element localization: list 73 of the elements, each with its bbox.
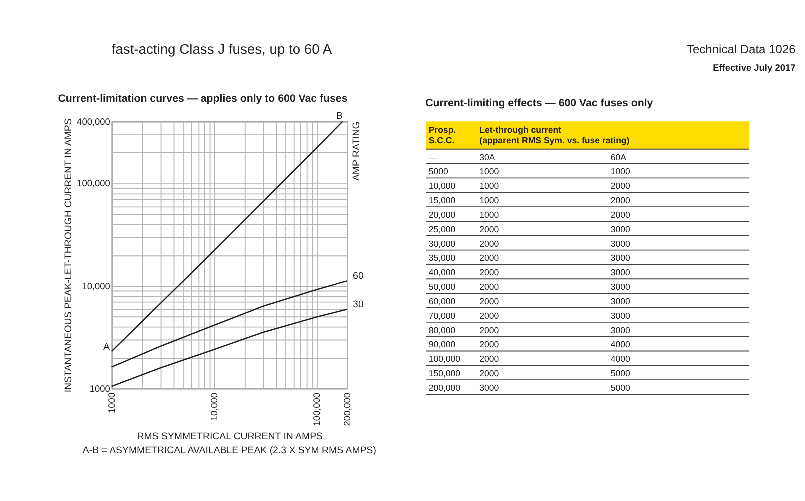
text: Technical Data 1026 bbox=[687, 42, 796, 56]
data-label: 3000 bbox=[480, 382, 500, 393]
data-label: 2000 bbox=[480, 238, 500, 249]
y-tick-label: 15,000 bbox=[428, 196, 456, 206]
y-tick-label: 5000 bbox=[428, 166, 448, 177]
data-label: 3000 bbox=[610, 325, 631, 336]
y-tick-label: 70,000 bbox=[428, 310, 456, 321]
y-tick-label: 25,000 bbox=[428, 224, 456, 234]
data-label: 1000 bbox=[480, 210, 500, 220]
y-tick-label: 150,000 bbox=[428, 368, 461, 379]
y-tick-label: 200,000 bbox=[428, 382, 461, 393]
annotation: A bbox=[104, 342, 111, 353]
y-tick-label: 90,000 bbox=[428, 340, 456, 350]
x-tick-label: 200,000 bbox=[342, 392, 353, 426]
data-label: 2000 bbox=[480, 296, 500, 306]
data-label: 4000 bbox=[610, 340, 631, 350]
x-tick-label: 10,000 bbox=[209, 392, 220, 422]
x-axis-title: Let-through current (apparent RMS Sym. vs. fuse rating) bbox=[480, 124, 630, 146]
data-label: 2000 bbox=[480, 325, 500, 336]
series-label: 30 bbox=[353, 300, 364, 311]
data-label: 3000 bbox=[610, 268, 631, 278]
chart-title: Current-limitation curves — applies only to 600 Vac fuses bbox=[58, 92, 348, 105]
data-label: 5000 bbox=[610, 382, 631, 393]
data-label: 3000 bbox=[610, 282, 631, 292]
y-tick-label: 1000 bbox=[90, 384, 110, 394]
data-label: 4000 bbox=[610, 354, 631, 364]
data-label: 2000 bbox=[610, 196, 631, 206]
y-tick-label: 40,000 bbox=[428, 268, 456, 278]
y-tick-label: 50,000 bbox=[428, 282, 456, 292]
data-label: 5000 bbox=[610, 368, 631, 379]
data-label: 3000 bbox=[610, 310, 631, 321]
data-label: 2000 bbox=[480, 310, 500, 321]
data-label: 2000 bbox=[480, 224, 500, 234]
data-label: 2000 bbox=[480, 368, 500, 379]
text: A-B = ASYMMETRICAL AVAILABLE PEAK (2.3 X SYM RMS AMPS) bbox=[82, 445, 376, 456]
data-label: 2000 bbox=[480, 282, 500, 292]
y-axis-title: INSTANTANEOUS PEAK-LET-THROUGH CURRENT IN AMPS bbox=[63, 118, 74, 393]
data-label: 3000 bbox=[610, 296, 631, 306]
y-tick-label: 30,000 bbox=[428, 238, 456, 249]
y-tick-label: 60,000 bbox=[428, 296, 456, 306]
data-label: 3000 bbox=[610, 238, 631, 249]
data-label: 1000 bbox=[610, 166, 631, 177]
data-label: 2000 bbox=[610, 181, 631, 192]
data-label: 1000 bbox=[480, 196, 500, 206]
data-label: 1000 bbox=[480, 166, 500, 177]
text: — bbox=[428, 152, 438, 162]
data-label: 2000 bbox=[480, 354, 500, 364]
data-label: 2000 bbox=[480, 340, 500, 350]
y-tick-label: 10,000 bbox=[82, 281, 110, 292]
y-tick-label: 20,000 bbox=[428, 210, 456, 220]
data-label: 3000 bbox=[610, 224, 631, 234]
text: fast-acting Class J fuses, up to 60 A bbox=[112, 41, 333, 58]
y-tick-label: 100,000 bbox=[77, 178, 110, 189]
text: AMP RATING bbox=[352, 122, 363, 182]
data-label: 3000 bbox=[610, 253, 631, 264]
series-label: 60 bbox=[353, 271, 364, 282]
text: Effective July 2017 bbox=[713, 62, 796, 73]
data-label: 1000 bbox=[480, 181, 500, 192]
x-tick-label: 30A bbox=[480, 152, 496, 162]
y-tick-label: 80,000 bbox=[428, 325, 456, 336]
y-tick-label: 400,000 bbox=[77, 116, 110, 127]
y-tick-label: 35,000 bbox=[428, 253, 456, 264]
y-axis-title: Prosp. S.C.C. bbox=[428, 124, 456, 146]
x-axis-title: RMS SYMMETRICAL CURRENT IN AMPS bbox=[137, 431, 324, 442]
y-tick-label: 10,000 bbox=[428, 181, 456, 192]
y-tick-label: 100,000 bbox=[428, 354, 461, 364]
x-tick-label: 100,000 bbox=[312, 392, 322, 426]
chart-title: Current-limiting effects — 600 Vac fuses only bbox=[426, 97, 654, 110]
data-label: 2000 bbox=[480, 268, 500, 278]
data-label: 2000 bbox=[610, 210, 631, 220]
data-label: 2000 bbox=[480, 253, 500, 264]
x-tick-label: 60A bbox=[610, 152, 627, 162]
annotation: B bbox=[336, 110, 343, 122]
